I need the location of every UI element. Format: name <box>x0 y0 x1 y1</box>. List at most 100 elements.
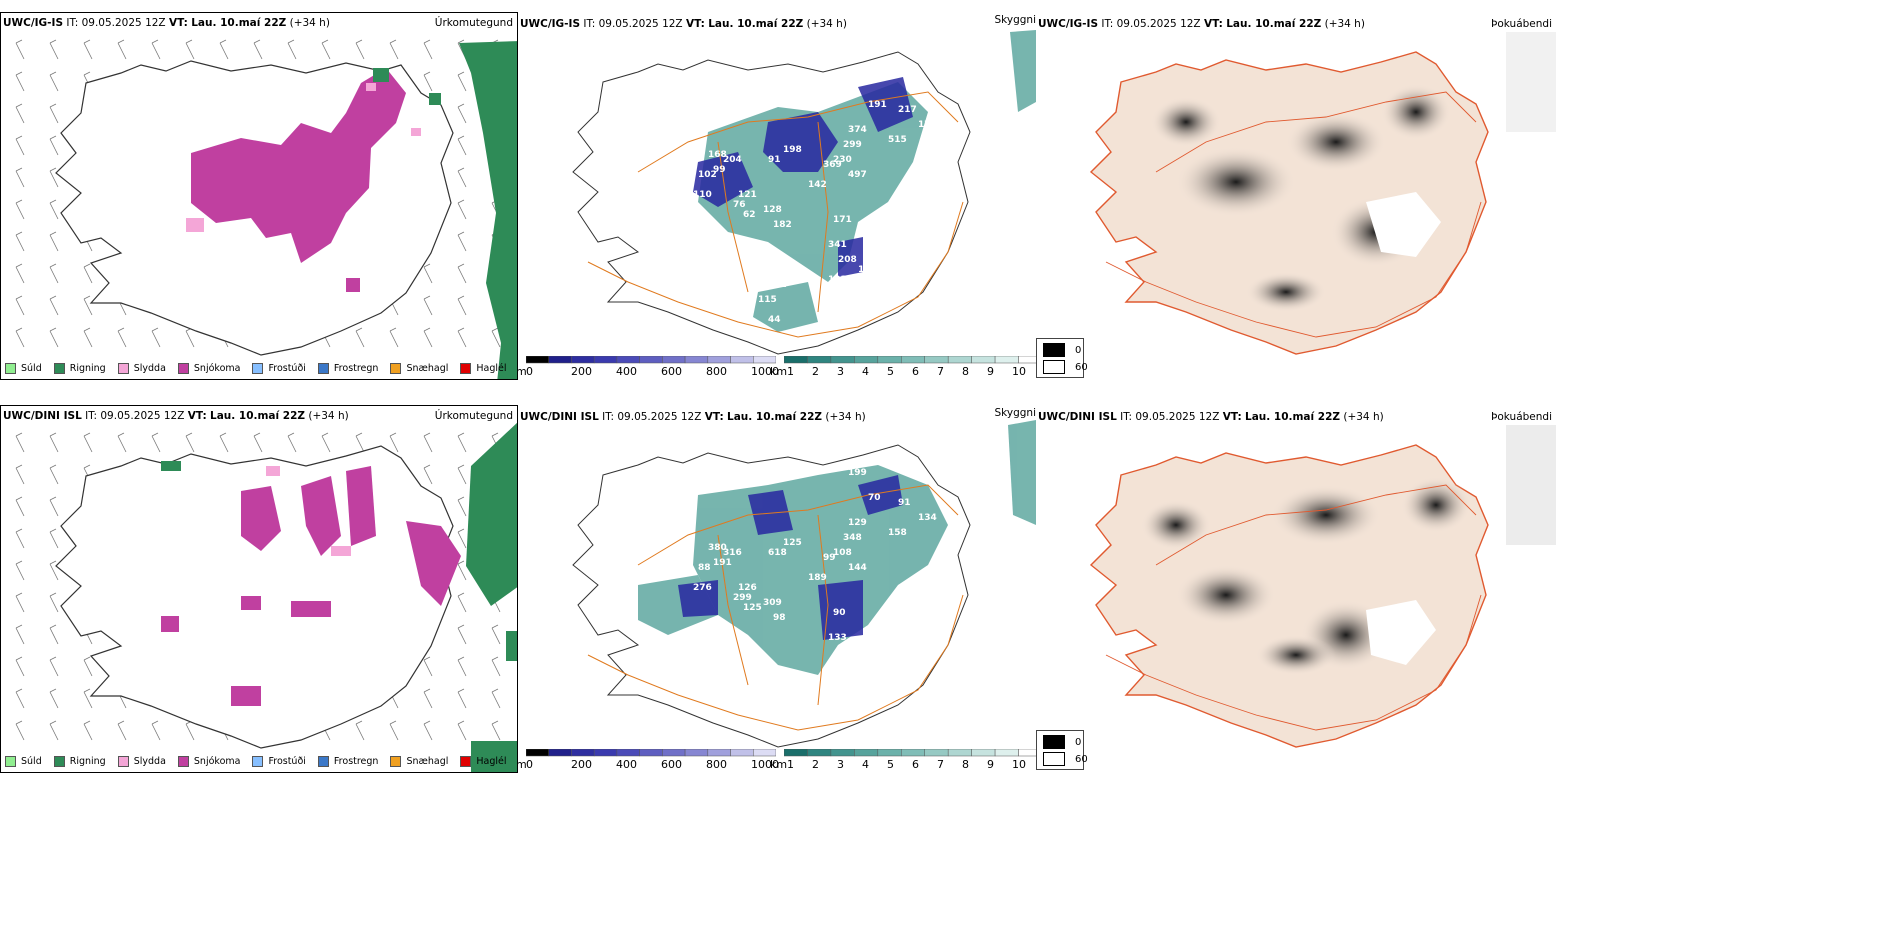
colorbar-tick: 1 <box>787 365 794 378</box>
colorbar-tick: 3 <box>837 758 844 771</box>
legend-item: Slydda <box>117 363 166 374</box>
legend-label: Snæhagl <box>406 363 449 374</box>
cloud-base-label: 76 <box>733 200 746 210</box>
legend-swatch <box>177 756 189 767</box>
colorbar-cell <box>571 356 595 364</box>
cloud-base-label: 129 <box>848 518 867 528</box>
cloud-base-label: 134 <box>918 513 937 523</box>
cloud-base-label: 170 <box>918 120 937 130</box>
legend-swatch <box>390 756 402 767</box>
colorbar-tick: 6 <box>912 365 919 378</box>
wind-barb <box>457 464 467 485</box>
colorbar-cell <box>730 356 754 364</box>
colorbar-cell <box>924 356 949 364</box>
wind-barb <box>253 432 263 453</box>
colorbar-tick: 200 <box>571 758 592 771</box>
wind-barb <box>49 592 59 613</box>
wind-barb <box>15 624 25 645</box>
colorbar-tick: 4 <box>862 365 869 378</box>
colorbar-cell <box>526 356 549 364</box>
cloud-base-label: 98 <box>773 613 786 623</box>
fog-legend-item: 0 <box>1043 343 1081 357</box>
cloud-base-label: 171 <box>833 215 852 225</box>
colorbar-cell <box>684 356 709 364</box>
wind-barb <box>219 432 229 453</box>
wind-barb <box>15 295 25 316</box>
fog-map <box>1089 32 1556 355</box>
wind-barb <box>423 432 433 453</box>
cloud-base-label: 91 <box>768 155 781 165</box>
cloud-base-label: 168 <box>708 150 727 160</box>
cloud-base-label: 125 <box>743 603 762 613</box>
wind-barb <box>15 231 25 252</box>
cloud-base-label: 276 <box>693 583 712 593</box>
wind-barb <box>15 720 25 741</box>
wind-barb <box>457 688 467 709</box>
wind-barb <box>15 167 25 188</box>
legend-label: Haglél <box>476 363 507 374</box>
cloud-base-label: 121 <box>738 190 757 200</box>
fog-legend-swatch <box>1043 752 1065 766</box>
roads <box>587 484 964 731</box>
wind-barb <box>15 592 25 613</box>
colorbar-cell <box>947 356 972 364</box>
legend-item: Rigning <box>53 363 106 374</box>
fog-legend-item: 60 <box>1043 360 1088 374</box>
wind-barb <box>457 199 467 220</box>
cloud-base-label: 196 <box>858 265 877 275</box>
wind-barb <box>389 720 399 741</box>
wind-barb <box>491 656 501 677</box>
fog-legend-swatch <box>1043 360 1065 374</box>
wind-barb <box>491 327 501 348</box>
cloud-base-label: 70 <box>868 493 881 503</box>
wind-barb <box>185 720 195 741</box>
cloud-base-label: 497 <box>848 170 867 180</box>
legend-item: Haglél <box>460 756 507 767</box>
offshore-fog <box>1506 425 1556 545</box>
legend-label: Frostúði <box>268 363 306 374</box>
wind-barb <box>457 167 467 188</box>
fog-panel-row1: UWC/IG-IS IT: 09.05.2025 12Z VT: Lau. 10… <box>1036 12 1556 380</box>
colorbar-tick: 800 <box>706 758 727 771</box>
cloud-base-label: 348 <box>843 533 862 543</box>
cloud-base-label: 102 <box>698 170 717 180</box>
cloud-base-label: 290 <box>703 230 722 240</box>
wind-barb <box>457 432 467 453</box>
wind-barb <box>15 432 25 453</box>
fog-shading <box>1151 84 1451 312</box>
wind-barb <box>49 496 59 517</box>
panel-title: UWC/DINI ISL IT: 09.05.2025 12Z VT: Lau.… <box>1038 411 1384 423</box>
wind-barb <box>15 688 25 709</box>
cloud-base-label: 158 <box>888 528 907 538</box>
wind-barb <box>457 624 467 645</box>
fog-legend-row2: 0 60 <box>1036 730 1088 770</box>
legend-item: Frostregn <box>317 363 379 374</box>
wind-barb <box>117 327 127 348</box>
legend-label: Slydda <box>133 756 166 767</box>
wind-barb <box>355 327 365 348</box>
legend-swatch <box>5 363 16 374</box>
wind-barb <box>185 39 195 60</box>
colorbar-tick: 6 <box>912 758 919 771</box>
legend-item: Haglél <box>460 363 507 374</box>
colorbar-cell <box>571 749 595 757</box>
fog-legend-label: 0 <box>1075 736 1082 748</box>
wind-barb <box>15 71 25 92</box>
colorbar-cell <box>616 749 640 757</box>
colorbar-cell <box>807 749 832 757</box>
legend-swatch <box>53 756 65 767</box>
wind-barb <box>49 135 59 156</box>
colorbar-cell <box>924 749 949 757</box>
legend-label: Frostregn <box>333 363 379 374</box>
legend-label: Haglél <box>476 756 507 767</box>
cloud-base-label: 88 <box>698 563 711 573</box>
wind-barb <box>389 432 399 453</box>
cloud-base-label: 62 <box>743 210 756 220</box>
wind-barb <box>49 432 59 453</box>
wind-barb <box>49 199 59 220</box>
wind-barb <box>15 199 25 220</box>
wind-barb <box>49 103 59 124</box>
wind-barb <box>423 656 433 677</box>
colorbar-tick: 2 <box>812 758 819 771</box>
